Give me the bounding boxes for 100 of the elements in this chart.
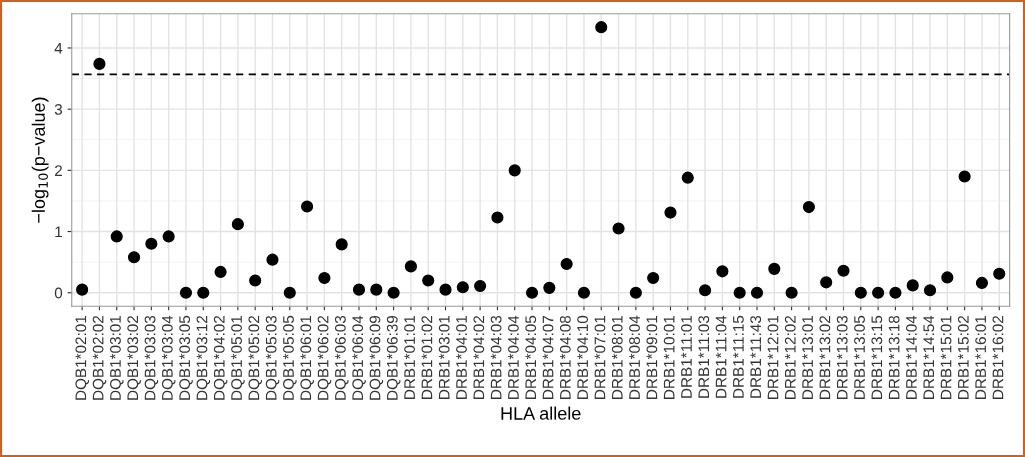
x-tick-label: DQB1*03:02 — [127, 315, 141, 400]
point — [664, 206, 677, 219]
x-tick-label: DRB1*04:01 — [456, 315, 467, 399]
point — [854, 286, 867, 299]
point — [820, 276, 833, 289]
point — [249, 274, 262, 287]
x-tick-label: DRB1*13:03 — [836, 315, 848, 399]
x-tick-label: DRB1*16:02 — [992, 315, 1004, 399]
point — [93, 57, 106, 70]
y-tick-label: 3 — [54, 104, 63, 115]
x-tick-label: DQB1*05:05 — [283, 315, 297, 400]
x-tick-label: DRB1*04:07 — [542, 315, 554, 399]
point — [785, 286, 798, 299]
point — [76, 283, 89, 296]
point — [699, 284, 712, 297]
point — [872, 286, 885, 299]
x-tick-label: DRB1*10:01 — [663, 315, 675, 399]
point — [543, 281, 556, 294]
y-axis-title: −log$_{10}$(p−value) — [31, 97, 49, 223]
point — [266, 253, 279, 266]
x-tick-label: DQB1*06:09 — [369, 315, 384, 400]
x-tick-label: DRB1*15:02 — [957, 315, 969, 399]
point — [318, 271, 331, 285]
point — [629, 286, 642, 299]
x-tick-label: DRB1*04:04 — [508, 315, 519, 399]
x-tick-label: DQB1*06:39 — [386, 315, 401, 400]
point — [422, 274, 435, 287]
x-tick-label: DRB1*01:01 — [404, 315, 416, 399]
point — [404, 260, 417, 273]
point — [335, 238, 348, 251]
point — [491, 211, 504, 224]
point — [283, 286, 296, 299]
point — [750, 286, 764, 299]
x-tick-label: DQB1*05:03 — [265, 315, 280, 400]
point — [647, 271, 660, 285]
point — [681, 171, 694, 184]
x-tick-label: DRB1*11:04 — [715, 315, 727, 398]
x-tick-label: DRB1*12:01 — [767, 315, 779, 399]
x-tick-label: DRB1*03:01 — [438, 315, 450, 399]
x-tick-label: DQB1*04:02 — [213, 315, 228, 400]
point — [923, 284, 937, 297]
x-tick-label: DRB1*14:04 — [906, 315, 917, 399]
x-tick-label: DQB1*05:02 — [248, 315, 263, 400]
point — [837, 264, 850, 277]
x-tick-label: DRB1*15:01 — [940, 315, 952, 399]
point — [474, 279, 487, 293]
x-tick-label: DRB1*04:10 — [577, 315, 589, 399]
point — [975, 276, 989, 290]
point — [906, 279, 919, 292]
x-tick-label: DRB1*13:15 — [871, 315, 883, 399]
x-tick-label: DRB1*13:02 — [819, 315, 831, 399]
point — [560, 257, 573, 271]
x-tick-label: DRB1*04:03 — [490, 315, 502, 399]
x-tick-label: DRB1*13:18 — [888, 315, 900, 399]
x-tick-label: DRB1*16:01 — [975, 315, 987, 399]
x-tick-label: DQB1*06:03 — [334, 315, 349, 400]
x-tick-label: DQB1*03:03 — [144, 315, 159, 400]
point — [958, 170, 971, 183]
point — [768, 262, 781, 275]
y-tick-label: 1 — [55, 226, 62, 238]
point — [525, 286, 539, 299]
point — [439, 283, 452, 296]
point — [179, 286, 193, 299]
y-tick-label: 4 — [54, 43, 63, 54]
point — [387, 286, 400, 299]
x-tick-label: DRB1*11:43 — [750, 315, 762, 398]
point — [110, 230, 123, 243]
point — [993, 267, 1006, 280]
x-tick-label: DQB1*06:04 — [352, 315, 366, 400]
x-tick-label: DQB1*03:04 — [161, 315, 176, 400]
x-tick-label: DRB1*12:02 — [784, 315, 796, 399]
point — [127, 251, 141, 264]
point — [889, 286, 902, 299]
point — [370, 283, 383, 296]
x-tick-label: DRB1*11:15 — [733, 315, 744, 398]
x-tick-label: DRB1*13:05 — [854, 315, 865, 399]
point — [802, 200, 815, 214]
x-tick-label: DRB1*04:05 — [525, 315, 537, 399]
point — [301, 200, 314, 213]
x-tick-label: DRB1*08:04 — [629, 315, 640, 399]
point — [733, 286, 746, 299]
x-tick-label: DRB1*08:01 — [611, 315, 623, 399]
point — [197, 286, 210, 299]
x-tick-label: DRB1*01:02 — [421, 315, 433, 399]
point — [716, 265, 729, 278]
point — [145, 237, 158, 250]
x-tick-label: DRB1*14:54 — [923, 315, 935, 399]
point — [456, 281, 469, 294]
point — [595, 21, 608, 34]
y-tick-label: 0 — [54, 287, 63, 299]
x-tick-label: DRB1*11:01 — [681, 315, 692, 398]
x-tick-label: DRB1*04:08 — [559, 315, 571, 399]
x-tick-label: DQB1*03:12 — [196, 315, 211, 400]
x-tick-label: DQB1*02:02 — [92, 315, 107, 400]
point — [162, 230, 175, 243]
x-tick-label: DRB1*11:03 — [698, 315, 710, 398]
x-tick-label: DQB1*02:01 — [75, 315, 89, 400]
point — [577, 286, 591, 299]
x-tick-label: DQB1*03:05 — [179, 315, 193, 400]
x-tick-label: DQB1*03:01 — [110, 315, 124, 400]
